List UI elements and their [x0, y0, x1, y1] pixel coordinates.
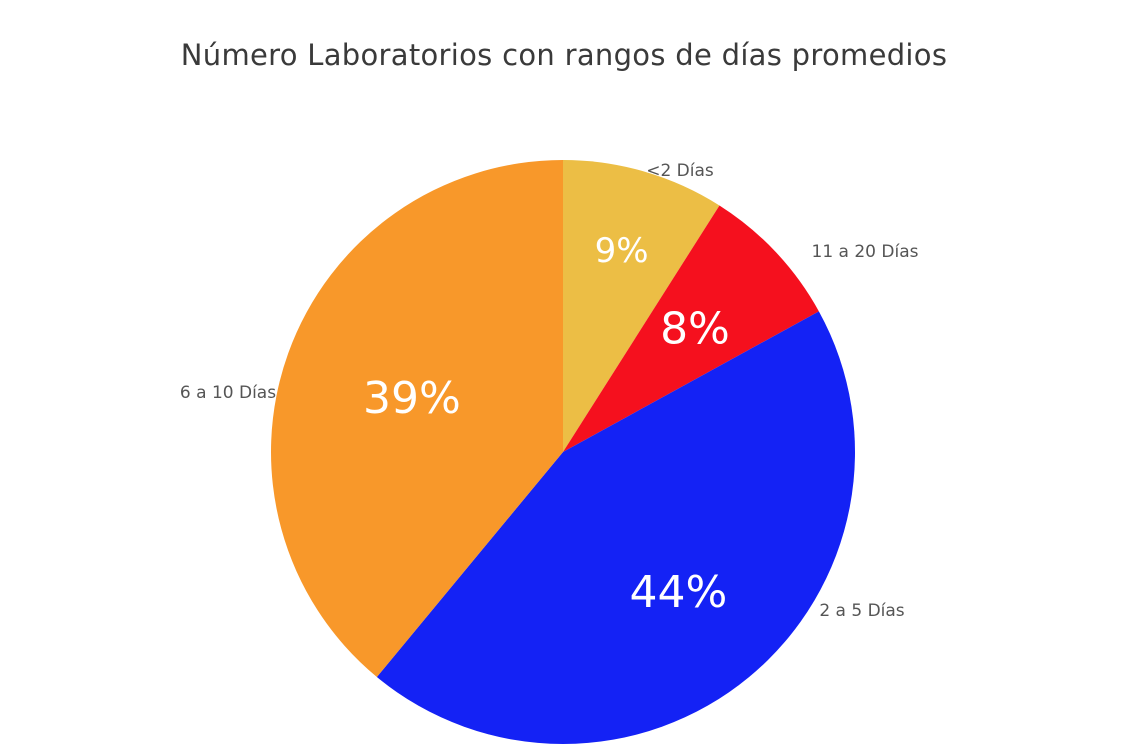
- chart-title: Número Laboratorios con rangos de días p…: [180, 38, 948, 72]
- slice-value-label: 44%: [630, 567, 728, 618]
- slice-value-label: 8%: [660, 303, 730, 354]
- slice-value-label: 9%: [595, 231, 649, 271]
- slice-category-label: 2 a 5 Días: [819, 601, 904, 621]
- slice-value-label: 39%: [363, 373, 461, 424]
- pie-slice: [563, 160, 720, 452]
- pie-slice: [563, 205, 819, 452]
- slice-category-label: <2 Días: [646, 161, 714, 181]
- pie-slice: [376, 311, 855, 744]
- slice-category-label: 6 a 10 Días: [180, 383, 276, 403]
- pie-slice: [271, 160, 563, 677]
- slice-category-label: 11 a 20 Días: [812, 242, 919, 262]
